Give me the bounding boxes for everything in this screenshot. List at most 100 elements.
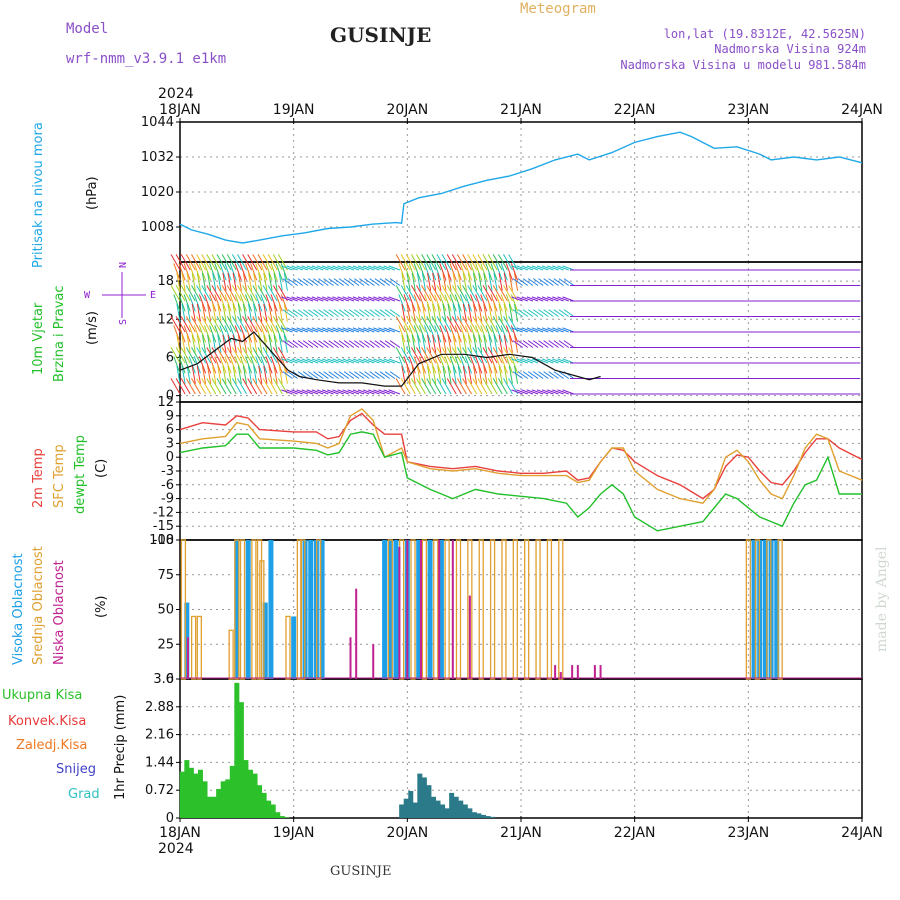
- wind-arrow: [405, 254, 416, 271]
- wind-arrow: [207, 303, 212, 322]
- cloud-bar-high: [774, 540, 780, 679]
- wind-arrow: [374, 309, 385, 317]
- wind-arrow: [247, 285, 258, 302]
- y-tick-label: -3: [161, 464, 174, 479]
- wind-arrow: [362, 296, 375, 302]
- wind-arrow: [395, 316, 406, 333]
- x-tick-label-bottom: 24JAN: [841, 825, 883, 841]
- precip-bar-snow: [435, 800, 441, 818]
- wind-arrow: [237, 378, 247, 395]
- wind-arrow: [292, 340, 304, 348]
- wind-arrow: [543, 309, 554, 317]
- wind-arrow: [260, 356, 268, 374]
- wind-arrow: [313, 278, 324, 286]
- wind-arrow: [439, 356, 447, 374]
- wind-arrow: [531, 389, 544, 395]
- precip-bar-total: [184, 760, 190, 818]
- cloud-bar-mid: [754, 539, 761, 680]
- wind-arrow: [248, 365, 253, 384]
- wind-arrow: [242, 378, 253, 395]
- wind-arrow: [483, 334, 488, 353]
- wind-arrow: [224, 294, 232, 312]
- wind-arrow: [498, 365, 503, 384]
- wind-arrow: [193, 356, 201, 374]
- wind-arrow: [369, 371, 380, 379]
- wind-arrow: [410, 254, 421, 271]
- wind-arrow: [441, 378, 452, 395]
- wind-arrow: [487, 378, 498, 395]
- precip-bar-total: [202, 781, 208, 818]
- wind-arrow: [487, 254, 498, 271]
- wind-arrow: [196, 365, 201, 384]
- wind-arrow: [472, 378, 483, 395]
- wind-arrow: [227, 365, 232, 384]
- wind-arrow: [446, 254, 457, 271]
- x-tick-label-bottom: 23JAN: [727, 825, 769, 841]
- wind-arrow: [403, 294, 411, 312]
- wind-arrow: [444, 325, 452, 343]
- wind-arrow: [472, 316, 483, 333]
- svg-text:W: W: [84, 290, 91, 301]
- wind-arrow: [219, 325, 227, 343]
- y-tick-label: 1008: [141, 220, 174, 235]
- wind-arrow: [180, 316, 191, 333]
- wind-arrow: [472, 285, 483, 302]
- wind-arrow: [281, 389, 293, 395]
- wind-arrow: [373, 389, 385, 395]
- wind-arrow: [527, 340, 539, 348]
- wind-arrow: [449, 356, 457, 374]
- wind-arrow: [406, 334, 411, 353]
- wind-arrow: [514, 272, 519, 291]
- wind-arrow: [521, 327, 534, 333]
- wind-arrow: [383, 358, 396, 364]
- wind-arrow: [212, 303, 217, 322]
- wind-arrow: [378, 389, 390, 395]
- wind-arrow: [436, 254, 447, 271]
- x-tick-label-bottom: 19JAN: [273, 825, 315, 841]
- cloud-bar-mid: [259, 560, 265, 680]
- wind-arrow: [379, 340, 391, 348]
- wind-arrow: [196, 334, 201, 353]
- wind-arrow: [505, 356, 513, 374]
- wind-arrow: [258, 303, 263, 322]
- wind-arrow: [410, 316, 421, 333]
- wind-arrow: [408, 294, 416, 312]
- y-tick-label: 1044: [141, 115, 174, 130]
- wind-arrow: [322, 358, 334, 364]
- wind-arrow: [333, 340, 344, 348]
- svg-text:(%): (%): [94, 596, 109, 619]
- wind-arrow: [188, 294, 196, 312]
- wind-arrow: [181, 303, 186, 322]
- wind-arrow: [364, 309, 375, 317]
- wind-arrow: [505, 325, 513, 343]
- wind-arrow: [467, 272, 473, 291]
- wind-arrow: [536, 296, 549, 302]
- wind-arrow: [487, 347, 498, 364]
- wind-arrow: [478, 303, 483, 322]
- wind-arrow: [204, 356, 212, 374]
- wind-arrow: [348, 309, 360, 317]
- wind-arrow: [369, 278, 380, 286]
- wind-arrow: [191, 378, 201, 395]
- svg-text:Pritisak na nivou mora: Pritisak na nivou mora: [31, 122, 46, 268]
- wind-arrow: [342, 327, 355, 333]
- lonlat-label: lon,lat (19.8312E, 42.5625N): [664, 27, 866, 41]
- wind-arrow: [497, 254, 508, 271]
- wind-arrow: [201, 334, 207, 353]
- wind-arrow: [426, 285, 437, 302]
- wind-arrow: [221, 347, 232, 364]
- wind-arrow: [410, 378, 421, 395]
- wind-arrow: [442, 334, 447, 353]
- wind-arrow: [281, 296, 293, 302]
- wind-arrow: [286, 296, 298, 302]
- wind-arrow: [456, 378, 467, 395]
- wind-direction-legend: N W E S: [84, 262, 156, 325]
- wind-arrow: [538, 340, 549, 348]
- wind-arrow: [226, 347, 237, 364]
- wind-arrow: [426, 347, 437, 364]
- wind-arrow: [275, 263, 283, 281]
- wind-arrow: [379, 278, 391, 286]
- temperature-panel-label: 2m Temp SFC Temp dewpt Temp (C): [31, 435, 109, 514]
- wind-arrow: [247, 316, 258, 333]
- wind-arrow: [426, 316, 437, 333]
